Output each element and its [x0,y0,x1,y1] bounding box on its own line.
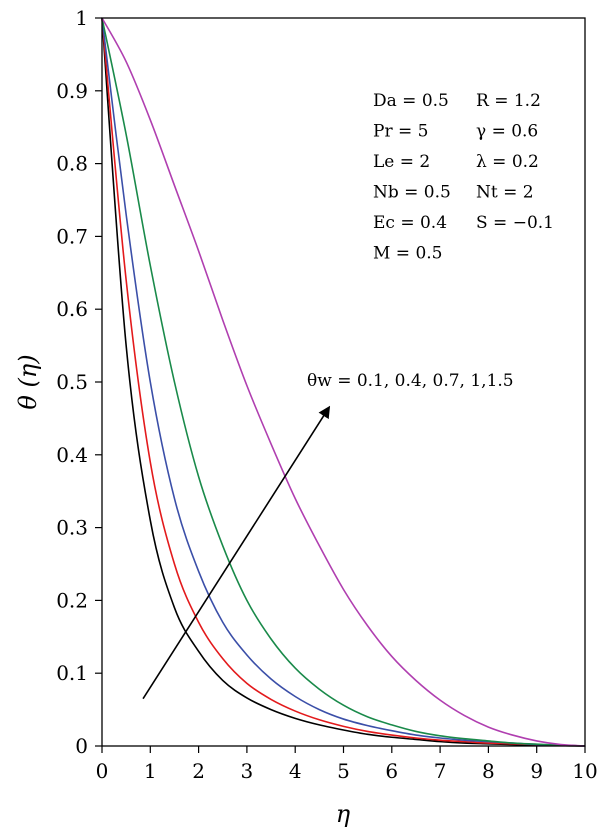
series-lines [101,17,586,747]
y-axis-title: θ (η) [14,354,42,409]
parameter-label: γ = 0.6 [476,122,538,142]
x-tick-label: 7 [434,759,447,783]
parameter-label: Nb = 0.5 [373,183,451,203]
x-tick-label: 9 [530,759,543,783]
parameter-label: M = 0.5 [373,244,443,264]
axis-ticks: 0 1 2 3 4 5 6 7 8 9 10 0 0.1 0.2 0.3 0.4 0.5 0.6 0.7 0.8 0.9… [56,6,598,783]
series-line-5 [101,17,586,747]
x-tick-label: 1 [144,759,157,783]
y-tick-label: 0.9 [56,79,88,103]
annotation-arrow [142,405,331,700]
x-tick-label: 4 [289,759,302,783]
x-tick-label: 6 [385,759,398,783]
y-tick-label: 0.2 [56,588,88,612]
parameter-list: Da = 0.5 R = 1.2 Pr = 5 γ = 0.6 Le = 2 λ = 0.… [373,91,554,264]
x-tick-label: 0 [96,759,109,783]
y-tick-label: 0.7 [56,224,88,248]
y-tick-label: 0.8 [56,152,88,176]
y-tick-label: 0 [75,734,88,758]
x-axis-title: η [336,800,351,828]
parameter-label: Ec = 0.4 [373,213,447,233]
parameter-label: R = 1.2 [476,91,541,111]
x-tick-label: 5 [337,759,350,783]
parameter-label: Nt = 2 [476,183,534,203]
parameter-label: λ = 0.2 [476,152,539,172]
x-tick-label: 3 [241,759,254,783]
series-line-2 [101,17,586,747]
x-tick-label: 2 [192,759,205,783]
y-tick-label: 0.1 [56,661,88,685]
series-line-4 [101,17,586,747]
y-tick-label: 0.5 [56,370,88,394]
y-tick-label: 0.4 [56,443,88,467]
parameter-label: S = −0.1 [476,213,554,233]
parameter-label: Pr = 5 [373,122,428,142]
parameter-label: Le = 2 [373,152,430,172]
parameter-label: Da = 0.5 [373,91,449,111]
annotation-label: θw = 0.1, 0.4, 0.7, 1,1.5 [307,371,514,391]
x-tick-label: 8 [482,759,495,783]
y-tick-label: 1 [75,6,88,30]
y-tick-label: 0.3 [56,516,88,540]
x-tick-label: 10 [572,759,597,783]
y-tick-label: 0.6 [56,297,88,321]
